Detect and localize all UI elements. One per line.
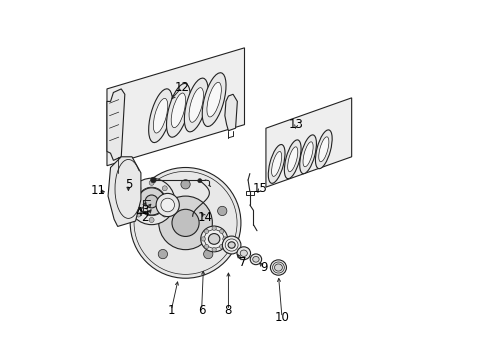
Ellipse shape	[318, 137, 328, 162]
Circle shape	[136, 212, 141, 217]
Ellipse shape	[252, 256, 259, 262]
Circle shape	[128, 178, 175, 225]
Text: 2: 2	[141, 211, 149, 224]
Polygon shape	[108, 157, 141, 226]
Ellipse shape	[240, 250, 247, 256]
Circle shape	[130, 199, 135, 204]
Circle shape	[162, 212, 167, 217]
Circle shape	[167, 199, 172, 204]
Text: 12: 12	[174, 81, 189, 94]
Text: 13: 13	[288, 118, 303, 131]
Circle shape	[204, 229, 208, 234]
Circle shape	[162, 186, 167, 191]
Polygon shape	[107, 89, 124, 160]
Circle shape	[217, 206, 226, 216]
Circle shape	[201, 237, 205, 241]
Ellipse shape	[315, 130, 331, 169]
Ellipse shape	[272, 262, 284, 273]
Text: 7: 7	[239, 256, 246, 269]
Ellipse shape	[225, 239, 238, 251]
Ellipse shape	[222, 236, 241, 254]
Text: 15: 15	[253, 183, 267, 195]
Ellipse shape	[237, 247, 250, 260]
Circle shape	[158, 249, 167, 259]
Ellipse shape	[271, 152, 281, 176]
Circle shape	[219, 229, 224, 234]
Polygon shape	[107, 48, 244, 166]
Circle shape	[137, 187, 165, 216]
Ellipse shape	[270, 260, 286, 275]
Text: 11: 11	[90, 184, 105, 197]
Text: 3: 3	[141, 204, 148, 217]
Circle shape	[149, 217, 154, 222]
Ellipse shape	[171, 93, 185, 128]
Circle shape	[136, 186, 141, 191]
Circle shape	[159, 196, 212, 249]
Text: 14: 14	[197, 211, 212, 224]
Circle shape	[222, 237, 226, 241]
Ellipse shape	[201, 226, 227, 252]
Circle shape	[138, 188, 165, 215]
Ellipse shape	[250, 254, 261, 265]
Circle shape	[145, 195, 158, 208]
Ellipse shape	[303, 142, 312, 167]
Ellipse shape	[184, 78, 208, 132]
Circle shape	[172, 209, 199, 237]
Circle shape	[219, 244, 224, 249]
Ellipse shape	[161, 198, 174, 212]
Text: 6: 6	[198, 304, 205, 317]
Circle shape	[144, 206, 153, 216]
Ellipse shape	[274, 264, 282, 271]
Circle shape	[150, 177, 156, 183]
Ellipse shape	[148, 89, 172, 143]
Text: 5: 5	[124, 178, 132, 191]
Circle shape	[204, 244, 208, 249]
Circle shape	[203, 249, 212, 259]
Text: 9: 9	[260, 261, 267, 274]
Ellipse shape	[268, 144, 285, 183]
FancyBboxPatch shape	[246, 191, 254, 195]
Polygon shape	[224, 94, 237, 131]
Text: 4: 4	[135, 206, 142, 219]
Circle shape	[130, 167, 241, 278]
Ellipse shape	[299, 135, 316, 174]
Ellipse shape	[227, 242, 235, 248]
Circle shape	[181, 180, 190, 189]
Polygon shape	[265, 98, 351, 187]
Text: 10: 10	[274, 311, 289, 324]
Ellipse shape	[206, 82, 221, 117]
Ellipse shape	[189, 88, 203, 122]
Circle shape	[197, 179, 202, 183]
Ellipse shape	[204, 230, 224, 248]
Text: 8: 8	[224, 304, 232, 317]
Ellipse shape	[284, 140, 301, 179]
Ellipse shape	[153, 98, 167, 133]
Ellipse shape	[208, 234, 220, 244]
Ellipse shape	[156, 193, 179, 217]
Circle shape	[212, 226, 216, 230]
Ellipse shape	[166, 84, 190, 137]
Ellipse shape	[202, 73, 225, 126]
Circle shape	[212, 248, 216, 252]
Circle shape	[149, 180, 154, 185]
Text: 1: 1	[167, 304, 175, 317]
Ellipse shape	[287, 147, 297, 172]
